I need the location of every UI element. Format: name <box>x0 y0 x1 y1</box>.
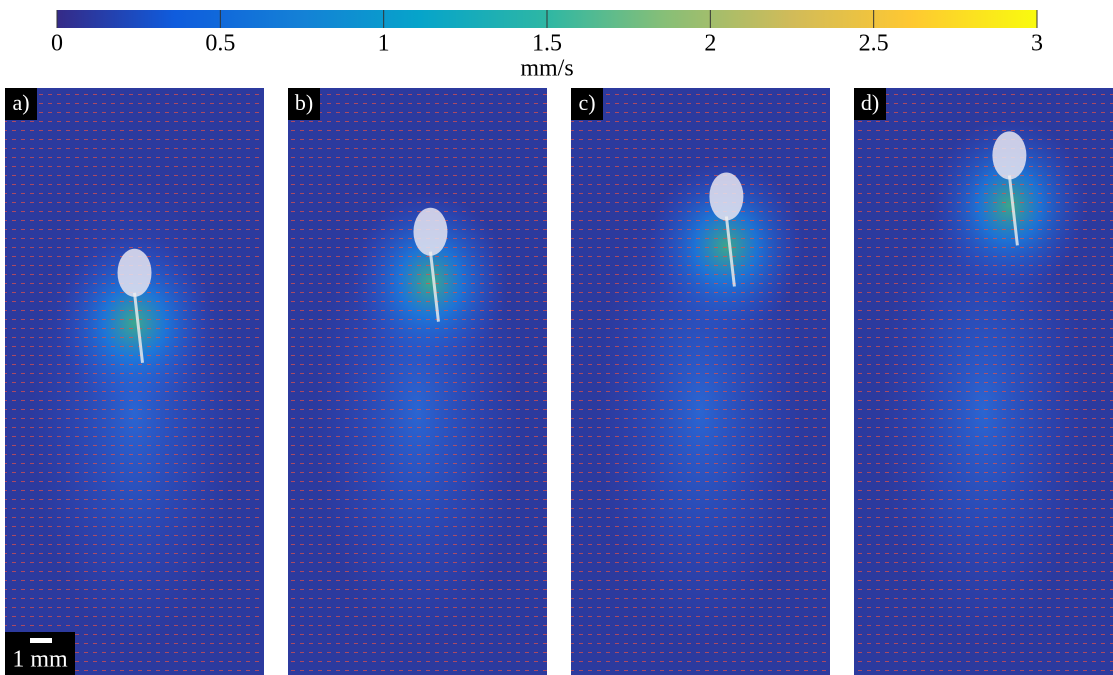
panel: c) <box>571 88 830 675</box>
velocity-vectors <box>5 88 264 675</box>
panel: a) <box>5 88 264 675</box>
tick-label: 0.5 <box>205 31 235 57</box>
panel-label: d) <box>861 90 879 115</box>
panel-label: c) <box>578 90 595 115</box>
panel-label: a) <box>12 90 29 115</box>
organism-body <box>413 208 447 256</box>
organism-body <box>709 172 743 220</box>
velocity-vectors <box>571 88 830 675</box>
tick-label: 2.5 <box>859 31 889 57</box>
velocity-vectors <box>854 88 1113 675</box>
figure: mm/s 0 0.5 1 1.5 2 2.5 3 a) b) c) d) 1 mm <box>0 0 1113 675</box>
tick-label: 0 <box>51 31 63 57</box>
scale-bar-label: 1 mm <box>12 647 68 673</box>
velocity-vectors <box>288 88 547 675</box>
panel: b) <box>288 88 547 675</box>
tick-label: 2 <box>704 31 716 57</box>
tick-label: 3 <box>1031 31 1043 57</box>
organism-body <box>992 131 1026 179</box>
panel: d) <box>854 88 1113 675</box>
colorbar-label: mm/s <box>520 56 573 82</box>
scale-bar <box>30 638 52 643</box>
tick-label: 1 <box>378 31 390 57</box>
tick-label: 1.5 <box>532 31 562 57</box>
panel-label: b) <box>295 90 313 115</box>
organism-body <box>118 249 152 297</box>
